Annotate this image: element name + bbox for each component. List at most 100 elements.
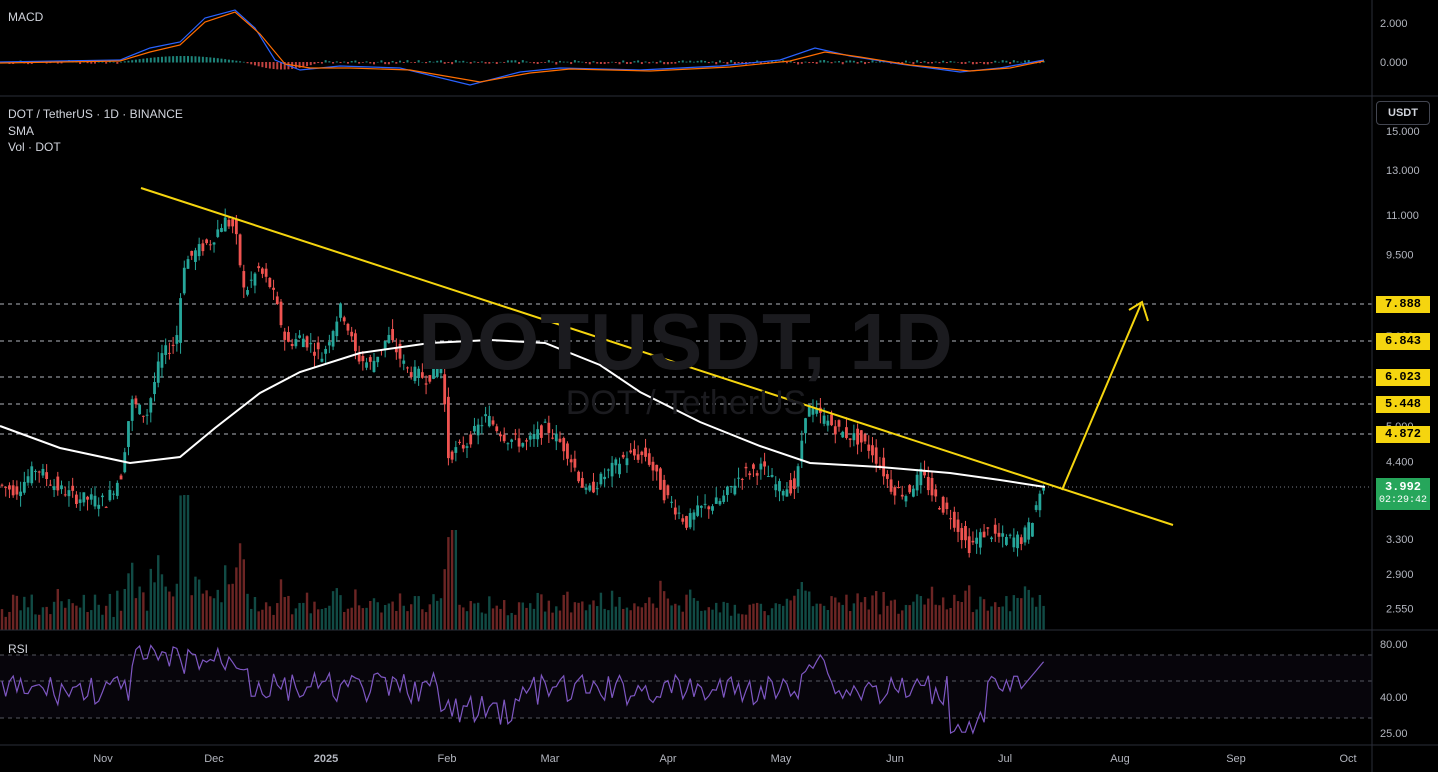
macd-histogram-bar: [986, 62, 989, 65]
macd-histogram-bar: [164, 56, 167, 63]
macd-histogram-bar: [380, 60, 383, 63]
volume-bar: [197, 579, 201, 630]
macd-histogram-bar: [235, 60, 238, 63]
candle-body: [432, 365, 435, 379]
macd-histogram-bar: [797, 62, 800, 65]
volume-bar: [253, 597, 257, 630]
macd-histogram-bar: [216, 58, 219, 63]
candle-body: [238, 234, 242, 266]
candle-body: [4, 486, 8, 488]
volume-bar: [953, 594, 956, 630]
volume-bar: [220, 602, 223, 630]
volume-bar: [964, 590, 967, 630]
volume-bar: [636, 606, 640, 630]
macd-histogram-bar: [707, 62, 710, 64]
candle-body: [580, 478, 584, 488]
macd-histogram-bar: [242, 61, 245, 63]
candle-body: [424, 383, 428, 385]
volume-bar: [1016, 597, 1019, 630]
candle-body: [521, 443, 525, 447]
macd-histogram-bar: [309, 62, 312, 66]
volume-bar: [875, 591, 878, 630]
arrow-head: [1128, 300, 1149, 322]
macd-histogram-bar: [280, 62, 282, 70]
volume-bar: [532, 608, 536, 630]
volume-bar: [785, 598, 789, 630]
macd-histogram-bar: [934, 61, 937, 63]
volume-label[interactable]: Vol · DOT: [8, 140, 61, 154]
candle-body: [554, 433, 558, 442]
macd-tick: 2.000: [1380, 18, 1408, 30]
candle-body: [465, 446, 469, 448]
macd-histogram-bar: [622, 60, 625, 63]
volume-bar: [227, 584, 231, 630]
macd-histogram-bar: [90, 62, 93, 64]
macd-histogram-bar: [477, 62, 480, 63]
candle-body: [331, 331, 335, 347]
volume-bar: [975, 609, 978, 630]
volume-bar: [413, 596, 417, 630]
volume-bar: [1012, 595, 1016, 630]
volume-bar: [871, 595, 874, 630]
macd-histogram-bar: [1005, 60, 1008, 63]
volume-bar: [224, 565, 227, 630]
volume-bar: [127, 573, 130, 630]
volume-bar: [395, 610, 398, 630]
candle-body: [525, 440, 528, 442]
macd-histogram-bar: [904, 60, 907, 63]
candle-body: [845, 427, 848, 438]
volume-bar: [529, 603, 532, 630]
volume-bar: [555, 606, 558, 630]
volume-bar: [908, 605, 911, 630]
volume-bar: [480, 612, 484, 630]
volume-bar: [164, 586, 167, 630]
candle-body: [770, 474, 774, 477]
rsi-band: [0, 655, 1372, 718]
time-tick: Dec: [204, 753, 224, 765]
volume-bar: [183, 495, 186, 630]
candle-body: [335, 321, 339, 337]
currency-button[interactable]: USDT: [1376, 101, 1430, 125]
volume-bar: [804, 590, 807, 630]
macd-histogram-bar: [153, 57, 156, 63]
candle-body: [956, 519, 960, 532]
candle-body: [257, 266, 261, 269]
level-badge-5448: 5.448: [1376, 396, 1430, 413]
candle-body: [435, 367, 439, 377]
candle-body: [354, 333, 357, 352]
macd-histogram-bar: [384, 62, 387, 65]
volume-bar: [1008, 611, 1012, 630]
volume-bar: [744, 614, 748, 630]
macd-histogram-bar: [793, 62, 796, 64]
rsi-pane: [0, 644, 1372, 735]
macd-histogram-bar: [172, 56, 175, 63]
volume-bar: [755, 602, 759, 630]
candle-body: [774, 484, 778, 491]
candle-body: [8, 485, 11, 490]
candle-body: [982, 531, 986, 538]
macd-histogram-bar: [480, 61, 483, 63]
sma-label[interactable]: SMA: [8, 124, 35, 138]
symbol-title[interactable]: DOT / TetherUS · 1D · BINANCE: [8, 107, 183, 121]
candle-body: [339, 303, 342, 318]
macd-histogram-bar: [138, 59, 141, 63]
candle-body: [752, 464, 755, 469]
candle-body: [365, 362, 368, 368]
macd-histogram-bar: [239, 61, 242, 63]
candle-body: [647, 453, 651, 465]
candle-body: [666, 485, 670, 496]
volume-bar: [67, 599, 71, 630]
candle-body: [141, 415, 145, 417]
candle-body: [376, 356, 380, 363]
volume-bar: [986, 610, 989, 630]
volume-bar: [298, 602, 301, 630]
candle-body: [242, 271, 246, 288]
macd-histogram-bar: [711, 61, 714, 63]
volume-bar: [1020, 598, 1023, 630]
candle-body: [1027, 522, 1031, 540]
candle-body: [22, 481, 26, 493]
macd-histogram-bar: [413, 62, 416, 63]
macd-histogram-bar: [276, 62, 279, 70]
candle-body: [614, 459, 618, 466]
